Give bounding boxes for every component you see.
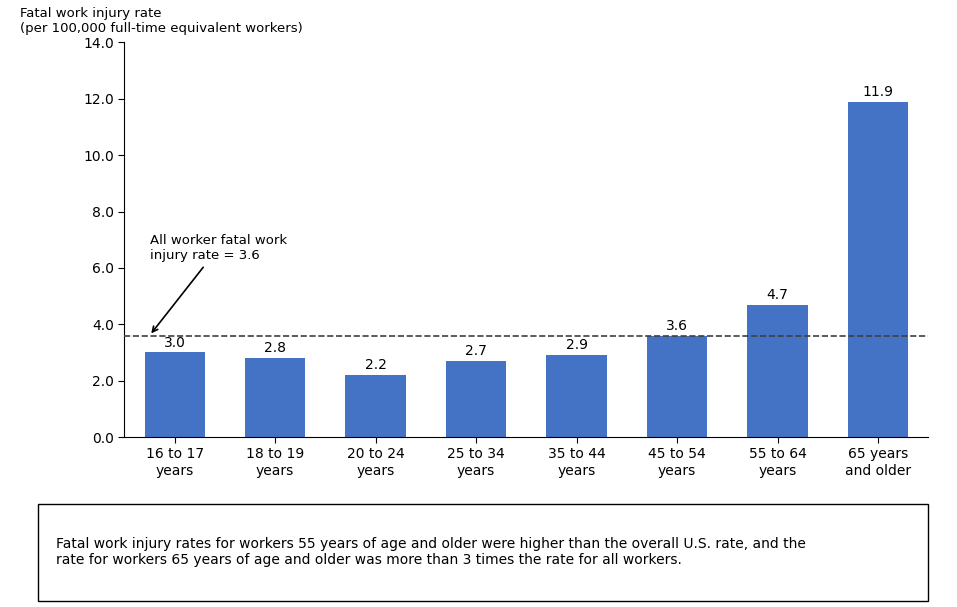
Text: 2.9: 2.9	[566, 339, 588, 353]
Bar	[446, 361, 506, 437]
Bar	[345, 375, 406, 437]
Bar	[647, 336, 707, 437]
Bar	[747, 305, 808, 437]
Text: Fatal work injury rates for workers 55 years of age and older were higher than t: Fatal work injury rates for workers 55 y…	[56, 537, 806, 568]
Bar	[848, 101, 908, 437]
FancyBboxPatch shape	[38, 504, 928, 601]
Text: All worker fatal work
injury rate = 3.6: All worker fatal work injury rate = 3.6	[149, 234, 287, 332]
Text: 11.9: 11.9	[862, 85, 894, 99]
Bar	[245, 358, 305, 437]
Text: 2.7: 2.7	[465, 344, 487, 358]
Text: 4.7: 4.7	[767, 288, 789, 302]
Text: 2.8: 2.8	[264, 341, 286, 355]
Text: 3.6: 3.6	[666, 319, 688, 333]
Text: 2.2: 2.2	[365, 358, 387, 372]
Bar	[145, 353, 205, 437]
Bar	[546, 355, 607, 437]
Text: Fatal work injury rate
(per 100,000 full-time equivalent workers): Fatal work injury rate (per 100,000 full…	[20, 7, 302, 35]
Text: 3.0: 3.0	[164, 336, 186, 350]
